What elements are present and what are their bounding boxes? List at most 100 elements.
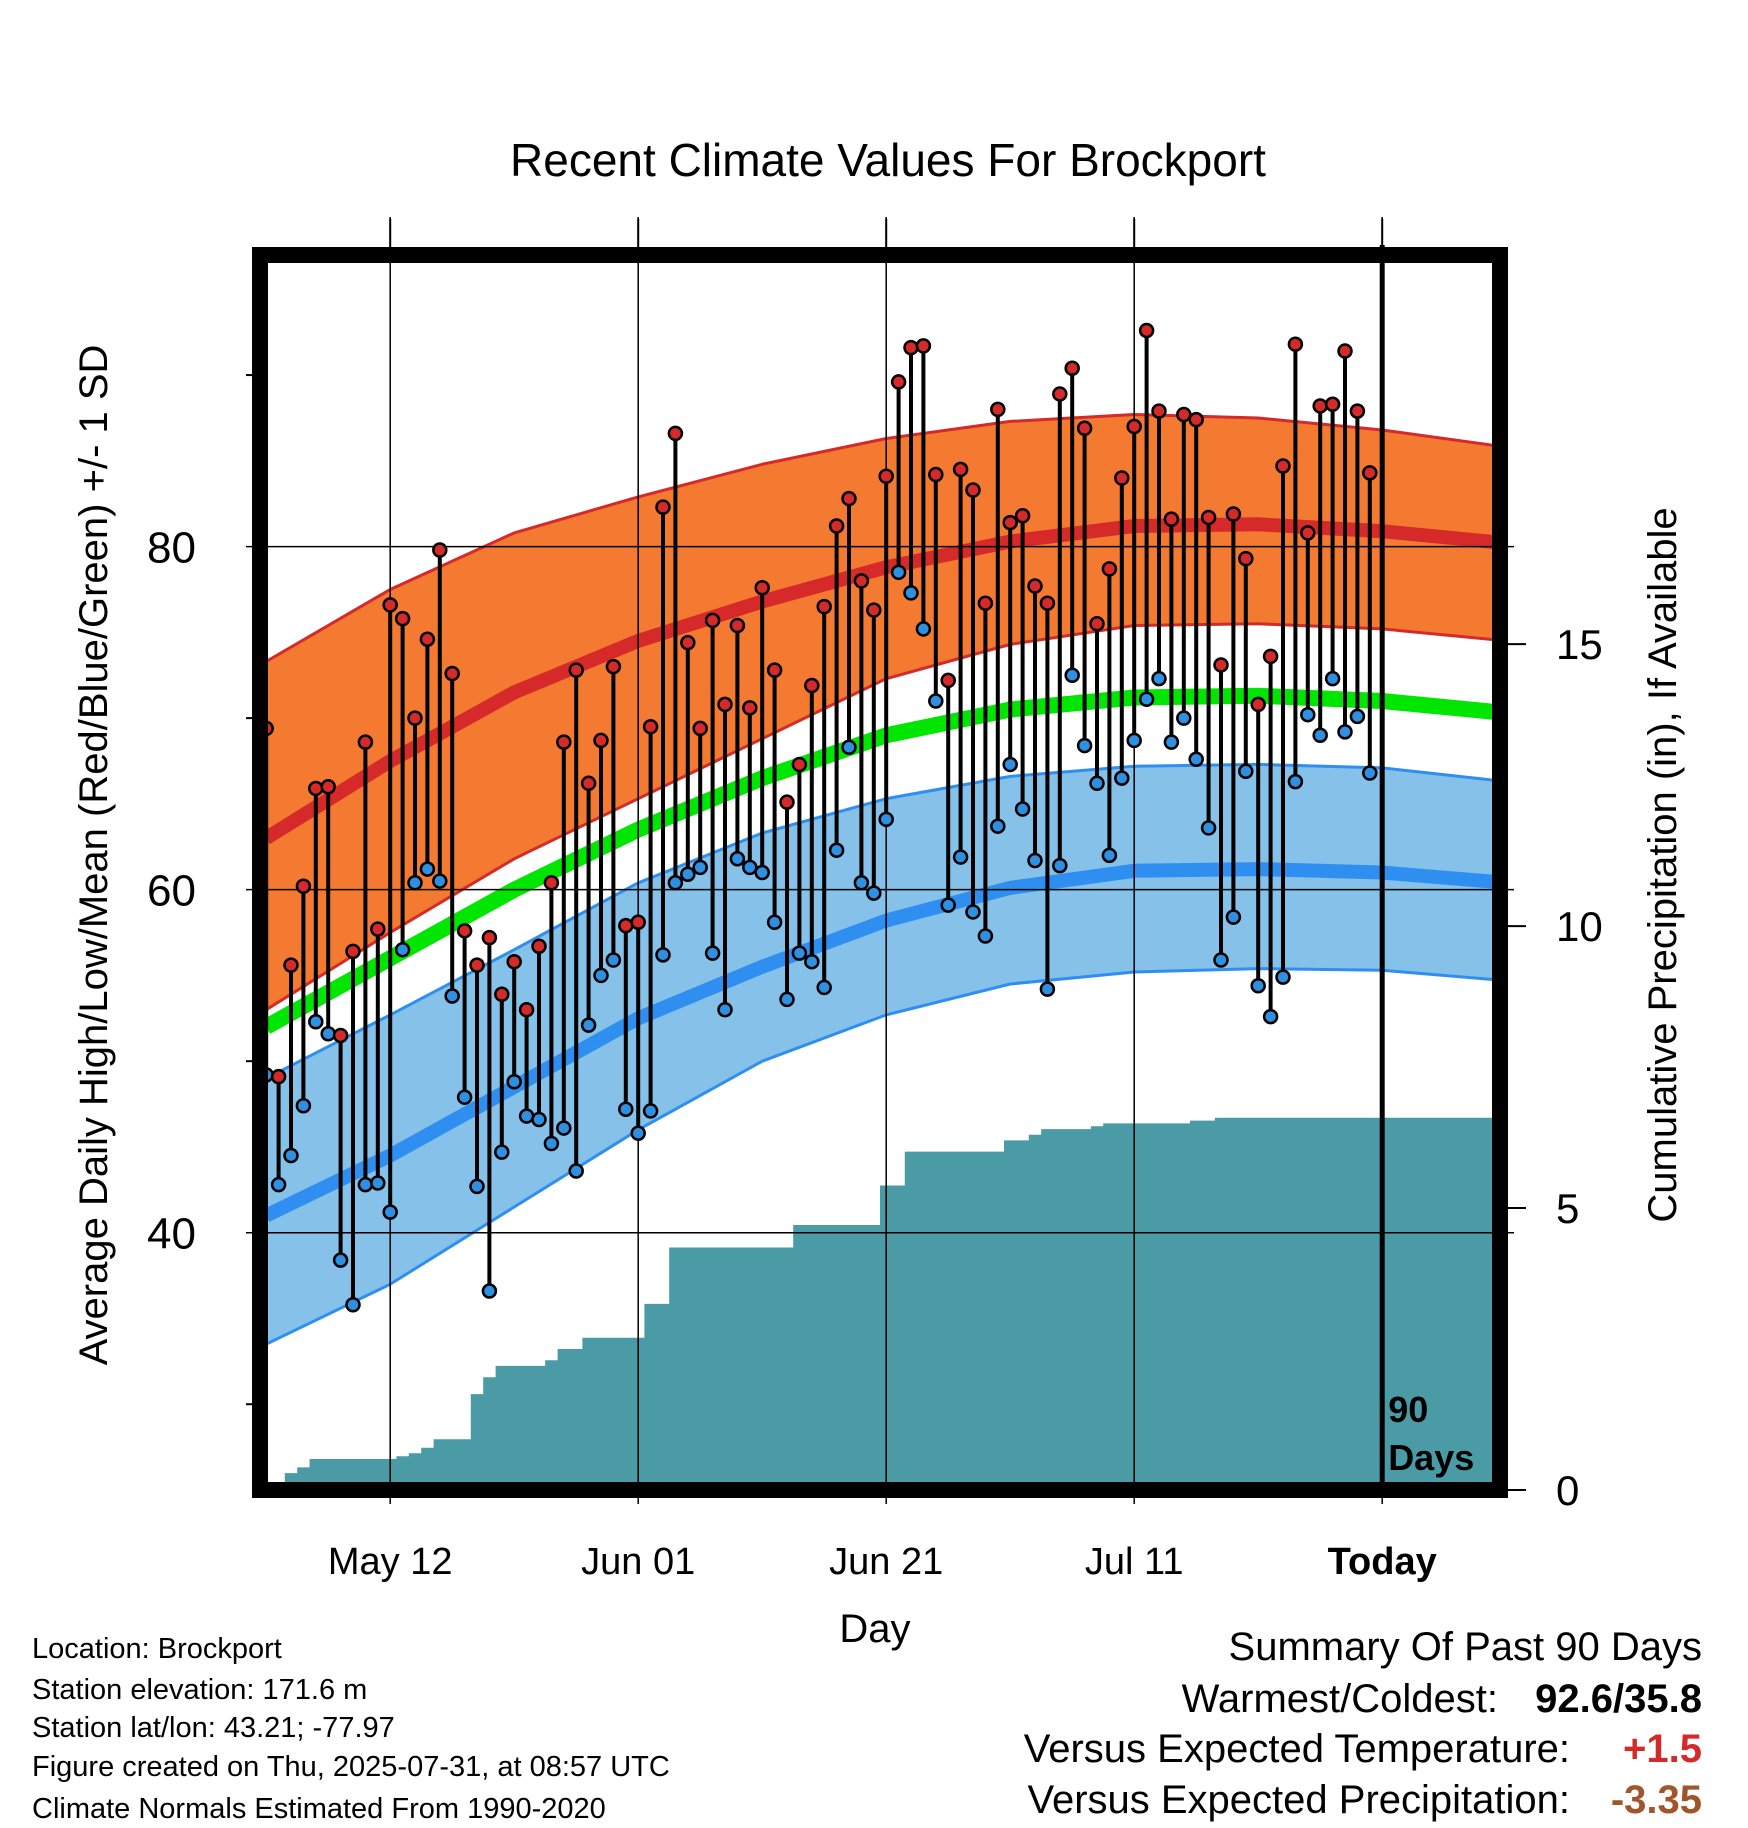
daily-low-point [345, 1297, 361, 1313]
daily-high-point [990, 401, 1006, 418]
daily-dots [258, 322, 1378, 1313]
daily-high-point [717, 696, 733, 713]
daily-high-point [605, 658, 622, 675]
daily-low-point [1349, 708, 1366, 725]
daily-high-point [1114, 470, 1130, 486]
y-tick-label: 40 [147, 1210, 196, 1259]
axis-ticks: May 12 Jun 01 Jun 21 Jul 11 Today 40 60 80 0 5 10 1… [147, 219, 1603, 1583]
daily-low-point [1126, 732, 1142, 749]
daily-low-point [1027, 852, 1043, 869]
daily-low-point [816, 979, 832, 996]
daily-low-point [295, 1098, 312, 1114]
daily-high-point [320, 778, 336, 795]
daily-low-point [382, 1204, 398, 1220]
daily-low-point [419, 861, 436, 877]
daily-high-point [1225, 506, 1242, 522]
info-normals: Climate Normals Estimated From 1990-2020 [32, 1793, 606, 1825]
daily-low-point [320, 1025, 336, 1042]
daily-low-point [866, 885, 882, 901]
daily-high-point [1039, 595, 1056, 611]
daily-high-point [332, 1027, 349, 1044]
daily-high-point [965, 482, 981, 498]
daily-low-point [456, 1089, 473, 1105]
daily-low-point [1312, 727, 1328, 744]
daily-low-point [1163, 734, 1180, 750]
daily-high-point [580, 775, 597, 792]
daily-low-point [1014, 801, 1031, 817]
daily-low-point [1324, 670, 1341, 687]
daily-high-point [1188, 411, 1204, 428]
daily-high-point [494, 986, 510, 1003]
daily-high-point [1138, 322, 1155, 339]
x-tick-label: Today [1328, 1541, 1437, 1583]
daily-low-point [667, 875, 684, 891]
daily-high-point [593, 732, 609, 749]
daily-high-point [1064, 360, 1080, 376]
daily-low-point [1089, 775, 1105, 792]
daily-high-point [568, 662, 584, 678]
y2-tick-label: 15 [1556, 621, 1603, 668]
daily-low-point [704, 945, 721, 961]
daily-high-point [915, 338, 932, 354]
daily-high-point [1349, 403, 1366, 419]
daily-high-point [1027, 578, 1043, 594]
daily-high-point [903, 339, 919, 356]
precip-label: Versus Expected Precipitation: [1027, 1778, 1570, 1822]
daily-high-point [432, 542, 448, 558]
daily-high-point [816, 598, 832, 615]
daily-high-point [419, 631, 436, 647]
daily-low-point [605, 952, 622, 968]
daily-low-point [1064, 667, 1080, 683]
daily-high-point [1002, 514, 1018, 531]
daily-high-point [1200, 509, 1217, 526]
y2-axis-label: Cumulative Precipitation (in), If Availa… [1641, 507, 1685, 1222]
daily-high-point [382, 597, 398, 613]
daily-high-point [804, 677, 820, 694]
x-tick-label: Jun 21 [829, 1541, 943, 1583]
today-marker: 90 Days [1379, 245, 1474, 1490]
daily-low-point [952, 849, 969, 865]
daily-high-point [1076, 420, 1093, 436]
daily-low-point [494, 1144, 510, 1160]
daily-high-point [270, 1068, 287, 1085]
daily-high-point [469, 957, 485, 973]
daily-high-point [878, 468, 894, 485]
daily-low-point [407, 875, 423, 891]
daily-low-point [394, 941, 411, 958]
daily-low-point [655, 947, 671, 963]
daily-low-point [618, 1101, 634, 1117]
daily-high-point [940, 672, 956, 689]
daily-low-point [742, 859, 758, 876]
daily-low-point [717, 1001, 733, 1018]
cumulative-precip [260, 1117, 1500, 1490]
warm-cold-label: Warmest/Coldest: [1182, 1677, 1498, 1721]
daily-high-point [518, 1001, 535, 1018]
daily-low-point [804, 953, 820, 970]
daily-high-point [692, 720, 708, 737]
daily-high-point [283, 957, 299, 973]
daily-low-point [1076, 737, 1093, 754]
daily-low-point [903, 585, 919, 601]
daily-low-point [580, 1017, 597, 1033]
summary-heading: Summary Of Past 90 Days [1229, 1625, 1702, 1669]
today-label-number: 90 [1388, 1389, 1428, 1430]
daily-high-point [828, 518, 845, 534]
daily-high-point [766, 662, 783, 678]
daily-low-point [531, 1111, 547, 1128]
daily-low-point [630, 1125, 646, 1141]
x-tick-label: Jul 11 [1085, 1541, 1184, 1583]
daily-low-point [270, 1176, 287, 1193]
daily-high-point [853, 573, 870, 589]
info-latlon: Station lat/lon: 43.21; -77.97 [32, 1712, 395, 1744]
daily-high-point [1362, 465, 1378, 481]
daily-high-point [345, 943, 361, 960]
daily-low-point [977, 928, 994, 944]
y2-tick-label: 0 [1556, 1467, 1579, 1514]
daily-high-point [556, 734, 572, 750]
y2-tick-label: 10 [1556, 903, 1603, 950]
daily-high-point [1151, 403, 1167, 419]
x-tick-label: Jun 01 [581, 1541, 695, 1583]
daily-high-point [977, 595, 994, 611]
plot-frame [252, 247, 1508, 1498]
daily-low-point [965, 904, 981, 920]
